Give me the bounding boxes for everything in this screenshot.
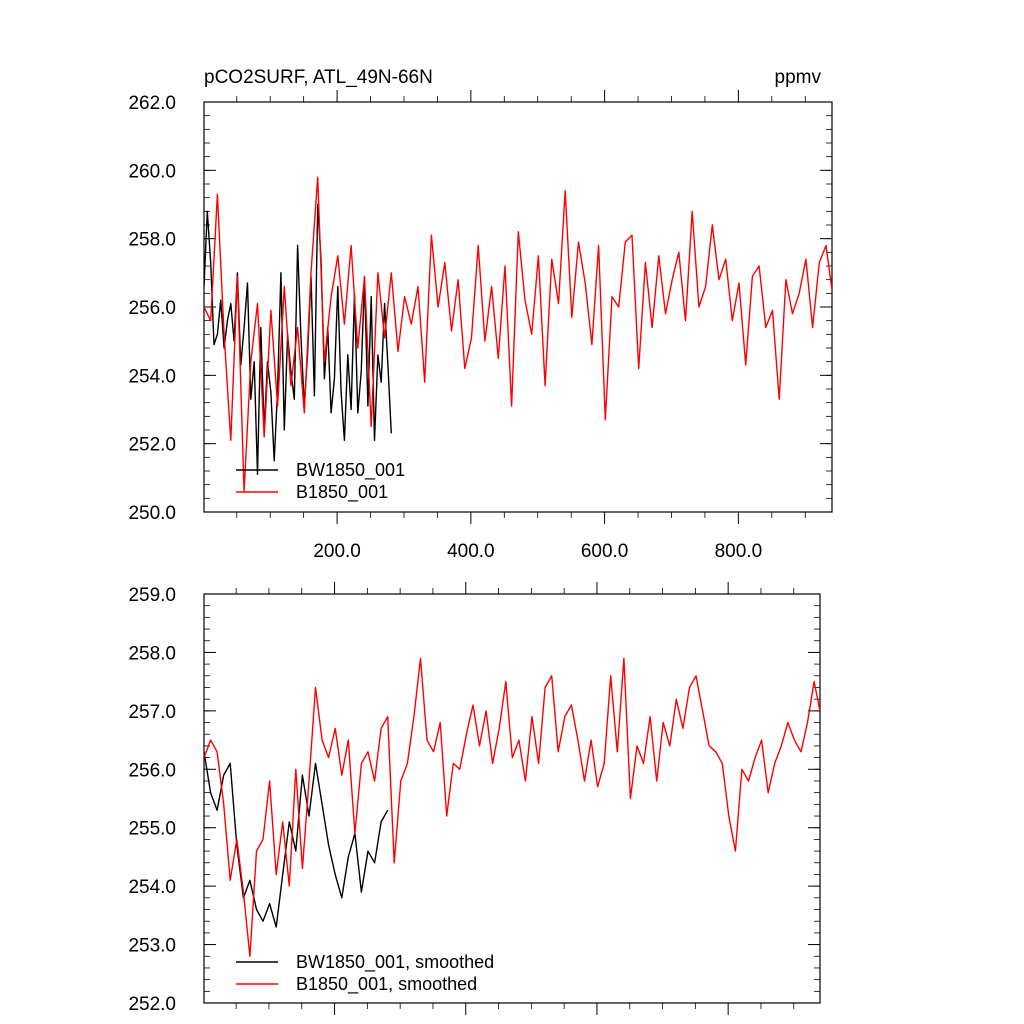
- y-tick-label: 258.0: [128, 643, 176, 664]
- y-tick-label: 262.0: [128, 93, 176, 114]
- y-tick-label: 260.0: [128, 161, 176, 182]
- series-line-b1850: [204, 176, 832, 493]
- y-tick-label: 256.0: [128, 298, 176, 319]
- legend-label: BW1850_001, smoothed: [296, 952, 494, 973]
- y-tick-label: 258.0: [128, 230, 176, 251]
- y-tick-label: 259.0: [128, 585, 176, 606]
- legend-label: B1850_001, smoothed: [296, 974, 477, 995]
- legend-label: B1850_001: [296, 482, 388, 503]
- plot-frame: [203, 101, 833, 513]
- x-tick-label: 200.0: [313, 541, 361, 562]
- plot-frame: [203, 593, 821, 1004]
- y-tick-label: 252.0: [128, 994, 176, 1015]
- y-tick-label: 253.0: [128, 936, 176, 957]
- y-tick-label: 254.0: [128, 366, 176, 387]
- x-tick-label: 800.0: [715, 541, 763, 562]
- y-tick-label: 256.0: [128, 760, 176, 781]
- y-tick-label: 252.0: [128, 435, 176, 456]
- y-tick-label: 255.0: [128, 819, 176, 840]
- series-line-bw1850: [204, 751, 389, 928]
- chart-title: pCO2SURF, ATL_49N-66N: [204, 67, 433, 88]
- legend-label: BW1850_001: [296, 460, 405, 481]
- x-tick-label: 400.0: [447, 541, 495, 562]
- x-tick-label: 600.0: [581, 541, 629, 562]
- top-panel: pCO2SURF, ATL_49N-66N ppmv 250.0 252.0 254…: [128, 67, 833, 562]
- bottom-panel: 252.0 253.0 254.0 255.0 256.0 257.0 258.0 259.0…: [128, 582, 821, 1015]
- units-label: ppmv: [775, 67, 822, 88]
- series-line-bw1850: [204, 203, 392, 476]
- y-tick-label: 250.0: [128, 503, 176, 524]
- y-tick-label: 254.0: [128, 877, 176, 898]
- series-line-b1850: [204, 657, 820, 957]
- y-tick-label: 257.0: [128, 702, 176, 723]
